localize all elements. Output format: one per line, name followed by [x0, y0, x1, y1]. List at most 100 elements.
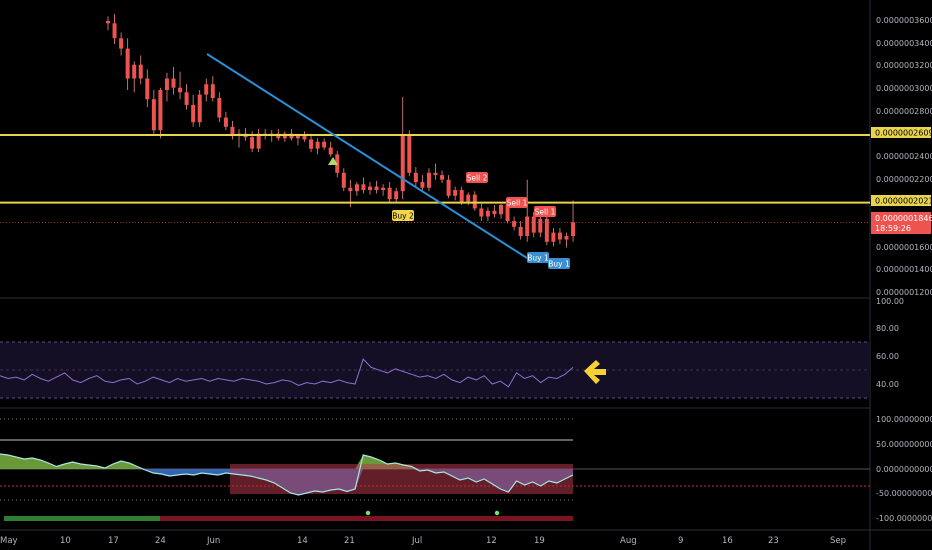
candle	[230, 121, 235, 140]
candle	[381, 184, 386, 196]
candle-body	[538, 218, 543, 233]
candle-body	[459, 190, 464, 202]
price-axis[interactable]: 0.0000003600 0.0000003400 0.0000003200 0…	[871, 16, 932, 297]
candle-body	[335, 154, 340, 173]
candle	[178, 71, 183, 100]
time-tick: 14	[297, 536, 308, 546]
candle	[525, 179, 530, 242]
candle-body	[544, 218, 549, 242]
signal-sell-1a: Sell 1	[506, 197, 528, 208]
candle-body	[564, 236, 569, 240]
candle	[210, 76, 215, 102]
candle	[538, 214, 543, 238]
candle	[204, 78, 209, 102]
candle-body	[426, 172, 431, 188]
candle-body	[197, 94, 202, 123]
rsi-tick: 100.00	[876, 297, 904, 306]
candle-body	[394, 191, 399, 200]
candle	[453, 186, 458, 201]
candle-body	[289, 133, 294, 139]
time-tick: 19	[534, 536, 545, 546]
candle	[223, 111, 228, 131]
price-tick: 0.0000002800	[876, 107, 932, 116]
signal-buy-1a: Buy 1	[527, 252, 549, 263]
candle	[433, 163, 438, 180]
candle-body	[525, 216, 530, 237]
candle-body	[348, 187, 353, 192]
candle-body	[354, 184, 359, 192]
candle	[184, 84, 189, 110]
rsi-axis[interactable]: 100.00 80.00 60.00 40.00	[876, 297, 904, 389]
osc-signal-dot	[365, 510, 371, 516]
candle	[315, 138, 320, 155]
candle	[407, 130, 412, 177]
candle	[531, 211, 536, 238]
resistance-price-label: 0.0000002609	[875, 129, 932, 138]
price-tick: 0.0000003200	[876, 61, 932, 70]
price-tick: 0.0000003400	[876, 39, 932, 48]
candle	[571, 200, 576, 242]
candle	[119, 32, 124, 56]
candle	[479, 203, 484, 222]
candle-body	[512, 221, 517, 227]
oscillator-axis[interactable]: 100.0000000000 50.0000000000 0.000000000…	[876, 415, 932, 523]
candle-body	[341, 172, 346, 188]
candle	[492, 205, 497, 218]
time-tick: 24	[155, 536, 166, 546]
trend-line[interactable]	[206, 53, 528, 259]
candle-body	[499, 205, 503, 215]
candle	[256, 129, 261, 153]
signal-sell-1b-label: Sell 1	[535, 208, 556, 217]
candle	[125, 38, 130, 90]
candle-body	[302, 136, 307, 140]
candle-body	[112, 23, 117, 39]
time-axis[interactable]: May 10 17 24 Jun 14 21 Jul 12 19 Aug 9 1…	[0, 536, 846, 546]
resistance-price-tag	[871, 127, 931, 138]
rsi-pane	[0, 358, 574, 388]
candle	[557, 228, 562, 245]
candle	[138, 55, 143, 85]
candle-body	[315, 141, 320, 149]
candle	[322, 138, 327, 150]
candle-body	[440, 175, 445, 180]
signal-sell-1a-label: Sell 1	[507, 199, 528, 208]
candle	[387, 182, 392, 203]
time-tick: 17	[108, 536, 119, 546]
candle-body	[420, 182, 425, 188]
candle-body	[492, 210, 497, 215]
price-tick: 0.0000001400	[876, 265, 932, 274]
triangle-marker	[328, 157, 338, 165]
candle	[217, 92, 222, 123]
candle-body	[361, 184, 366, 191]
time-tick: Jul	[411, 536, 422, 546]
candle-body	[138, 64, 143, 79]
osc-tick: -50.0000000000	[876, 489, 932, 498]
candle-body	[106, 21, 110, 24]
candle	[197, 90, 202, 127]
time-tick: 12	[486, 536, 497, 546]
candle-body	[446, 179, 451, 196]
state-bar-bear	[160, 516, 573, 521]
rsi-tick: 40.00	[876, 380, 899, 389]
candle-body	[191, 104, 196, 123]
time-tick: 10	[60, 536, 71, 546]
candle-body	[381, 187, 386, 191]
candle	[145, 69, 150, 108]
candle	[341, 168, 346, 192]
osc-line	[0, 453, 574, 496]
time-tick: Aug	[620, 536, 637, 546]
price-tick: 0.0000003600	[876, 16, 932, 25]
candle-body	[479, 208, 484, 217]
candle-body	[374, 186, 379, 191]
candle-body	[309, 139, 314, 149]
candle-body	[282, 133, 287, 139]
candle	[426, 168, 431, 192]
rsi-tick: 80.00	[876, 324, 899, 333]
osc-positive-area	[0, 454, 573, 469]
candle-body	[223, 117, 228, 127]
candle	[158, 87, 163, 139]
support-price-label: 0.0000002021	[875, 197, 932, 206]
candle-body	[322, 141, 327, 148]
